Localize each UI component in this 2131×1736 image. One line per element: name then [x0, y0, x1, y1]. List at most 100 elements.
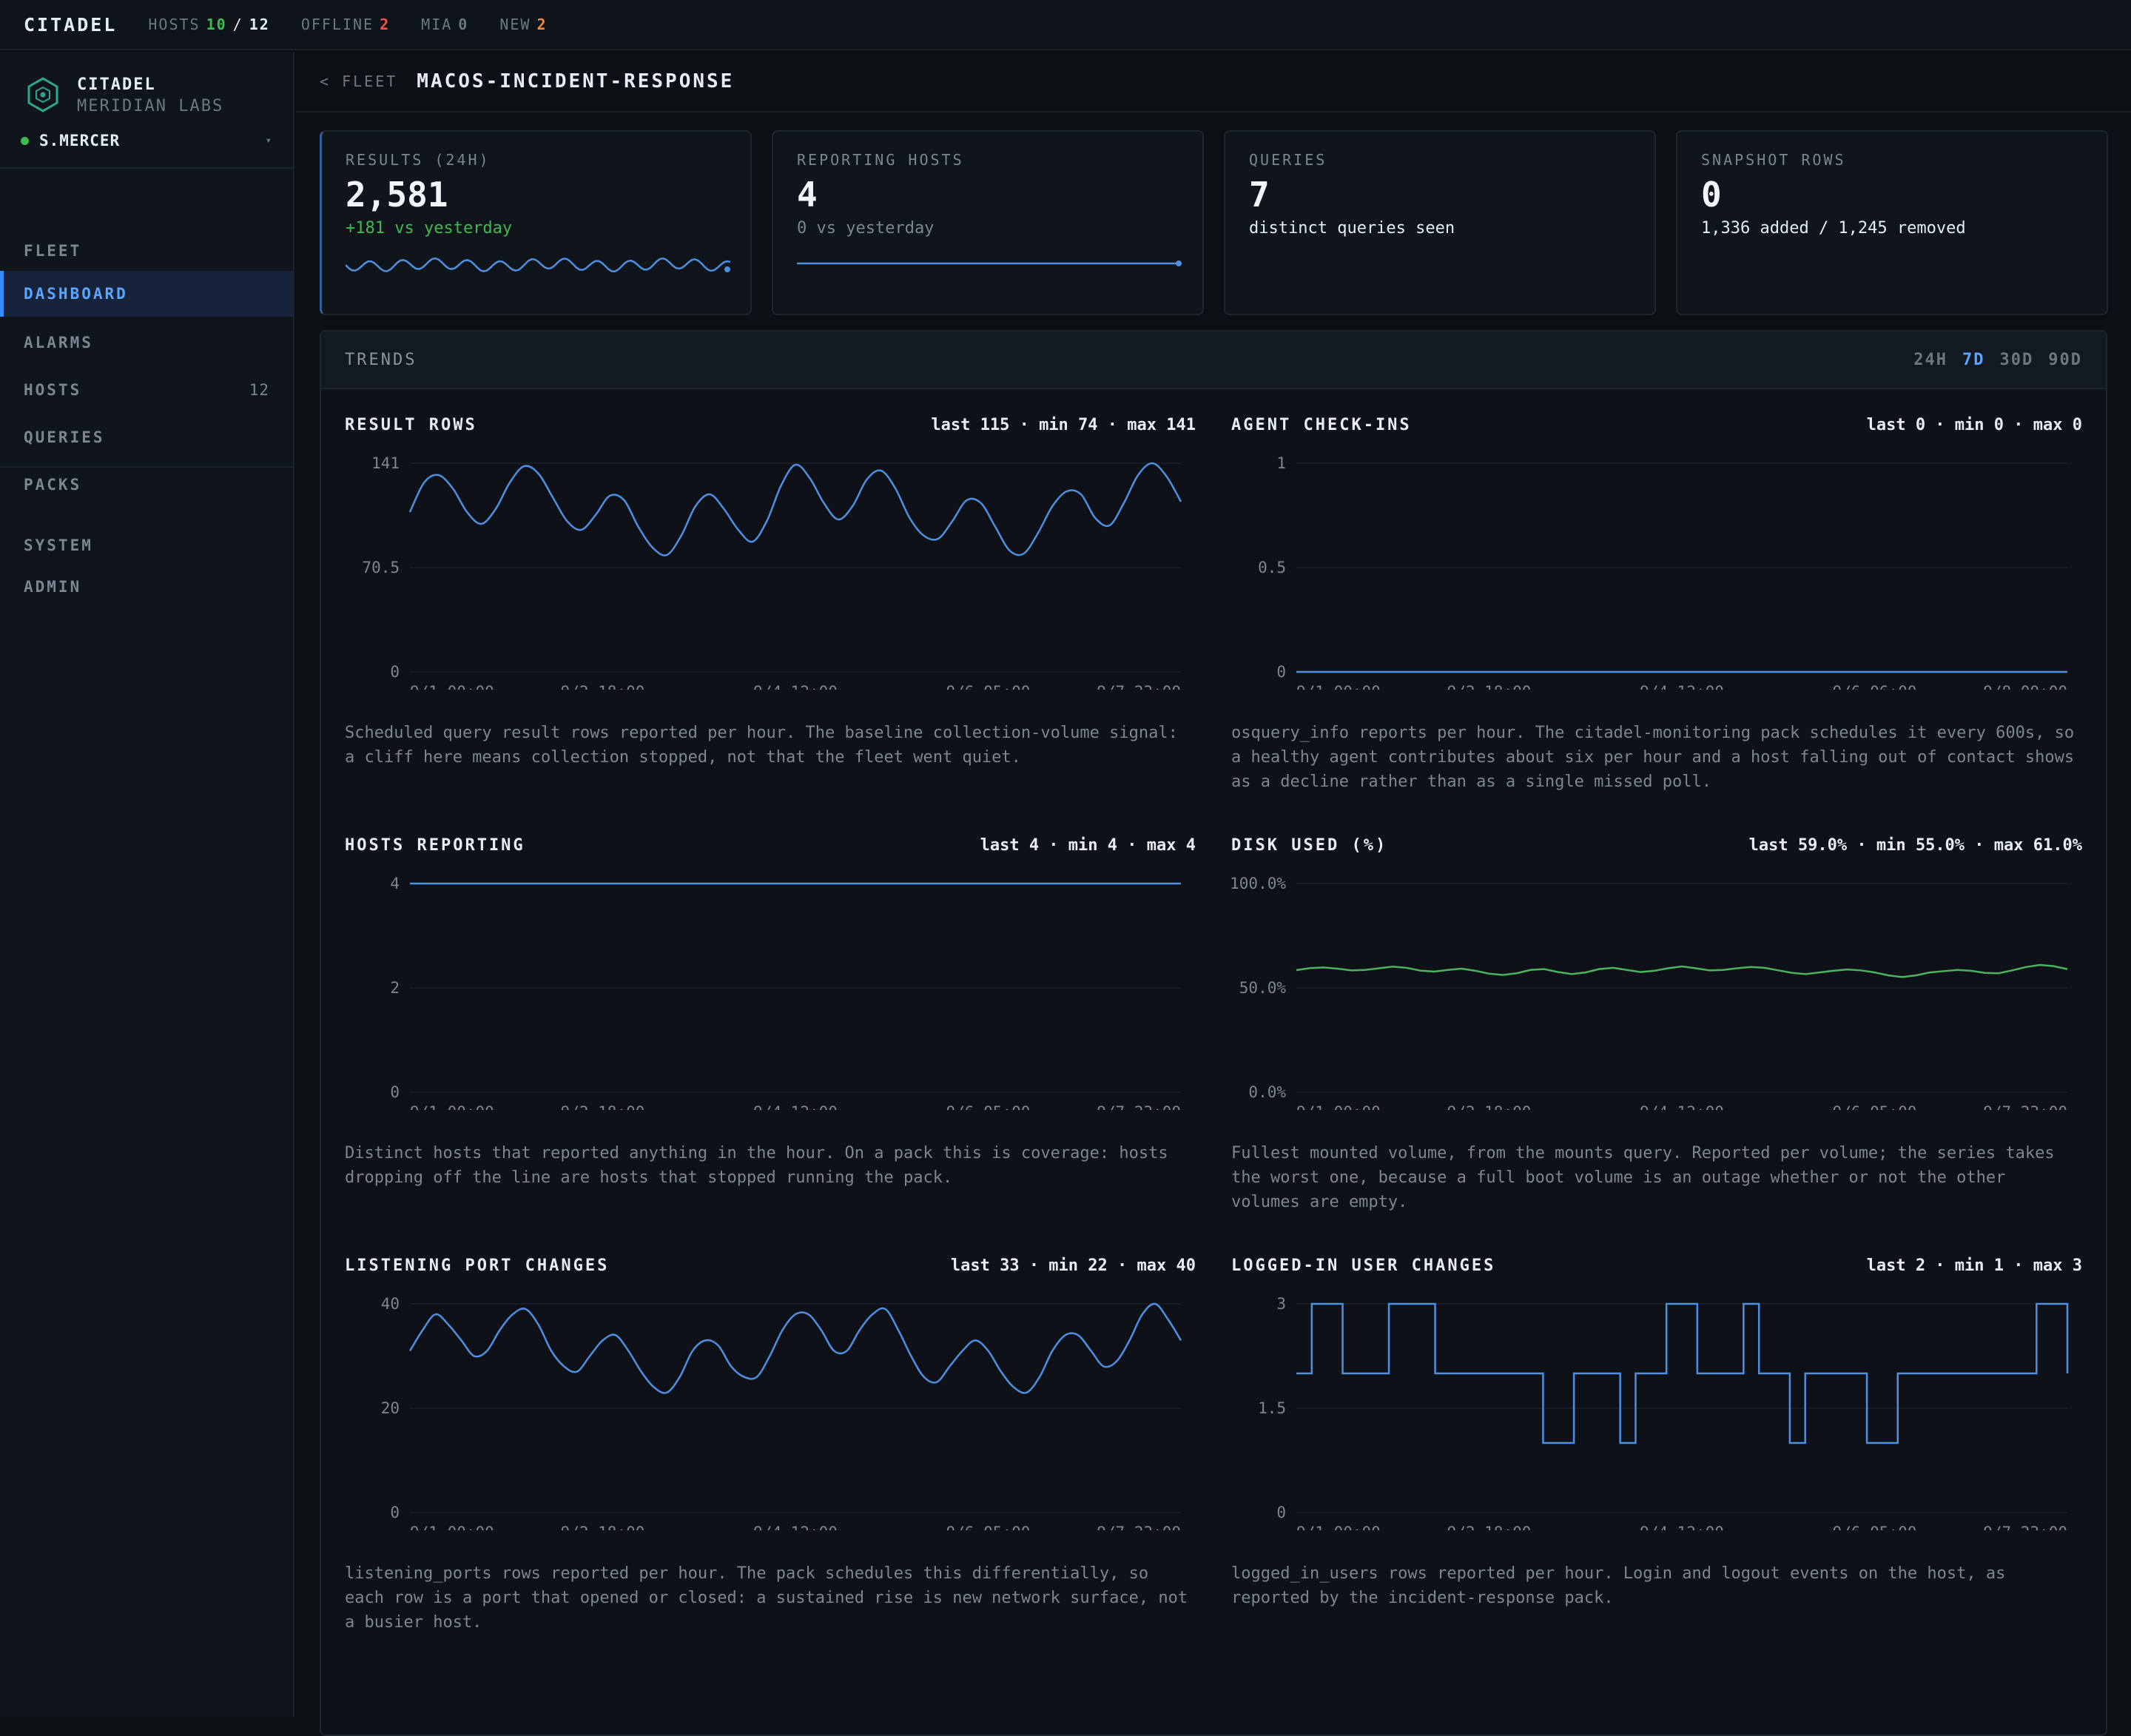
offline-stat[interactable]: OFFLINE 2 [301, 16, 390, 33]
x-tick-label: 9/4 12:00 [1640, 683, 1724, 690]
y-tick-label: 0.5 [1258, 559, 1286, 576]
trends-header: TRENDS 24H 7D 30D 90D [321, 332, 2106, 389]
x-tick-label: 9/2 18:00 [561, 1524, 645, 1530]
chart-stats: last 59.0% · min 55.0% · max 61.0% [1748, 836, 2082, 855]
top-bar: CITADEL HOSTS 10 / 12 OFFLINE 2 MIA 0 NE… [0, 0, 2131, 50]
hosts-reporting-chart[interactable]: 4 2 0 9/1 00:00 9/2 18:00 9/4 12:00 9/6 05:00 9… [345, 866, 1196, 1110]
x-tick-label: 9/1 00:00 [410, 1103, 494, 1110]
x-tick-label: 9/2 18:00 [1447, 1524, 1532, 1530]
chart-description: Fullest mounted volume, from the mounts … [1231, 1144, 2055, 1211]
hosts-label: HOSTS [148, 16, 201, 33]
x-tick-label: 9/4 12:00 [753, 683, 838, 690]
chart-title: HOSTS REPORTING [345, 836, 525, 855]
stat-card-results[interactable]: RESULTS (24H) 2,581 +181 vs yesterday [320, 130, 752, 315]
y-tick-label: 0 [390, 1083, 400, 1101]
range-option-24h[interactable]: 24H [1913, 350, 1947, 369]
card-value: 2,581 [346, 175, 448, 215]
page-title: MACOS-INCIDENT-RESPONSE [417, 70, 735, 92]
x-tick-label: 9/2 18:00 [561, 683, 645, 690]
results-sparkline [346, 257, 730, 273]
x-tick-label: 9/8 00:00 [1983, 683, 2067, 690]
agent-check-ins-chart[interactable]: 1 0.5 0 9/1 00:00 9/2 18:00 9/4 12:00 9/6 06:0… [1231, 445, 2082, 690]
series-line [408, 462, 1182, 556]
mia-label: MIA [421, 16, 453, 33]
y-tick-label: 0 [390, 1504, 400, 1521]
stat-card-reporting-hosts[interactable]: REPORTING HOSTS 4 0 vs yesterday [772, 130, 1204, 315]
y-tick-label: 100.0% [1231, 875, 1286, 892]
chart-title: DISK USED (%) [1231, 836, 1388, 855]
sidebar-item-system[interactable]: SYSTEM [0, 522, 293, 568]
sidebar-item-hosts[interactable]: HOSTS 12 [0, 367, 293, 413]
y-tick-label: 1.5 [1258, 1399, 1286, 1417]
card-label: REPORTING HOSTS [797, 151, 964, 169]
sidebar-item-label: SYSTEM [24, 536, 93, 554]
result-rows-chart[interactable]: 141 70.5 0 9/1 00:00 9/2 18:00 9/4 12:00 9/6 0… [345, 445, 1196, 690]
sparkline-endpoint [724, 266, 730, 272]
card-label: QUERIES [1249, 151, 1327, 169]
card-subtitle: distinct queries seen [1249, 219, 1455, 238]
mia-count: 0 [458, 16, 469, 33]
x-tick-label: 9/4 12:00 [753, 1103, 838, 1110]
sidebar-item-dashboard[interactable]: DASHBOARD [0, 271, 293, 317]
hosts-count-badge: 12 [249, 381, 269, 399]
hosts-stat[interactable]: HOSTS 10 / 12 [148, 16, 269, 33]
chart-description: listening_ports rows reported per hour. … [345, 1564, 1188, 1632]
y-tick-label: 40 [381, 1295, 400, 1313]
range-selector: 24H 7D 30D 90D [1913, 351, 2082, 369]
listening-port-changes-chart[interactable]: 40 20 0 9/1 00:00 9/2 18:00 9/4 12:00 9/6 05:0… [345, 1286, 1196, 1530]
y-tick-label: 70.5 [362, 559, 400, 576]
chart-description: Distinct hosts that reported anything in… [345, 1144, 1168, 1187]
app-brand[interactable]: CITADEL [24, 13, 118, 36]
card-value: 0 [1701, 175, 1722, 215]
range-option-90d[interactable]: 90D [2048, 350, 2082, 369]
chart-stats: last 4 · min 4 · max 4 [980, 836, 1196, 855]
chart-title: LOGGED-IN USER CHANGES [1231, 1256, 1496, 1275]
sidebar-item-queries[interactable]: QUERIES [0, 414, 293, 460]
x-tick-label: 9/1 00:00 [410, 1524, 494, 1530]
sidebar-item-admin[interactable]: ADMIN [0, 564, 293, 610]
range-option-30d[interactable]: 30D [1999, 350, 2034, 369]
breadcrumb-back-link[interactable]: < FLEET [320, 73, 398, 90]
x-tick-label: 9/4 12:00 [1640, 1103, 1724, 1110]
chart-stats: last 33 · min 22 · max 40 [950, 1256, 1196, 1275]
trends-section: TRENDS 24H 7D 30D 90D RESULT ROWS last 1… [320, 330, 2107, 1736]
x-tick-label: 9/1 00:00 [410, 683, 494, 690]
hosts-online-count: 10 [206, 16, 227, 33]
new-stat[interactable]: NEW 2 [499, 16, 547, 33]
y-tick-label: 0 [1276, 663, 1286, 681]
chart-panel-hosts-reporting: HOSTS REPORTING last 4 · min 4 · max 4 4… [345, 836, 1196, 1251]
mia-stat[interactable]: MIA 0 [421, 16, 468, 33]
x-tick-label: 9/6 05:00 [946, 683, 1031, 690]
org-block: CITADEL MERIDIAN LABS [24, 75, 223, 115]
chevron-down-icon: ▾ [265, 135, 272, 147]
chart-panel-disk-used: DISK USED (%) last 59.0% · min 55.0% · m… [1231, 836, 2082, 1251]
stat-card-snapshot-rows[interactable]: SNAPSHOT ROWS 0 1,336 added / 1,245 remo… [1676, 130, 2108, 315]
sidebar-item-packs[interactable]: PACKS [0, 462, 293, 508]
chart-panel-listening-port-changes: LISTENING PORT CHANGES last 33 · min 22 … [345, 1256, 1196, 1671]
x-tick-label: 9/2 18:00 [561, 1103, 645, 1110]
x-tick-label: 9/6 06:00 [1833, 683, 1917, 690]
y-tick-label: 3 [1276, 1295, 1286, 1313]
sidebar-item-label: HOSTS [24, 381, 82, 399]
x-tick-label: 9/6 05:00 [946, 1524, 1031, 1530]
x-tick-label: 9/2 18:00 [1447, 683, 1532, 690]
chart-description: osquery_info reports per hour. The citad… [1231, 724, 2075, 791]
user-switcher[interactable]: S.MERCER ▾ [21, 132, 272, 149]
sidebar-item-alarms[interactable]: ALARMS [0, 320, 293, 366]
logged-in-user-changes-chart[interactable]: 3 1.5 0 9/1 00:00 9/2 18:00 9/4 12:00 9/6 05:0… [1231, 1286, 2082, 1530]
disk-used-chart[interactable]: 100.0% 50.0% 0.0% 9/1 00:00 9/2 18:00 9/4 12:… [1231, 866, 2082, 1110]
x-tick-label: 9/1 00:00 [1296, 1103, 1381, 1110]
sparkline-path [346, 257, 730, 273]
x-tick-label: 9/4 12:00 [1640, 1524, 1724, 1530]
card-delta: +181 vs yesterday [346, 219, 513, 238]
y-tick-label: 0.0% [1248, 1083, 1286, 1101]
offline-count: 2 [380, 16, 391, 33]
x-tick-label: 9/7 23:00 [1983, 1524, 2067, 1530]
stat-card-queries[interactable]: QUERIES 7 distinct queries seen [1224, 130, 1656, 315]
range-option-7d[interactable]: 7D [1962, 350, 1985, 369]
card-label: SNAPSHOT ROWS [1701, 151, 1846, 169]
sidebar-item-label: QUERIES [24, 428, 105, 446]
sidebar-item-fleet[interactable]: FLEET [0, 228, 293, 274]
y-tick-label: 0 [390, 663, 400, 681]
sidebar-divider [0, 466, 294, 468]
